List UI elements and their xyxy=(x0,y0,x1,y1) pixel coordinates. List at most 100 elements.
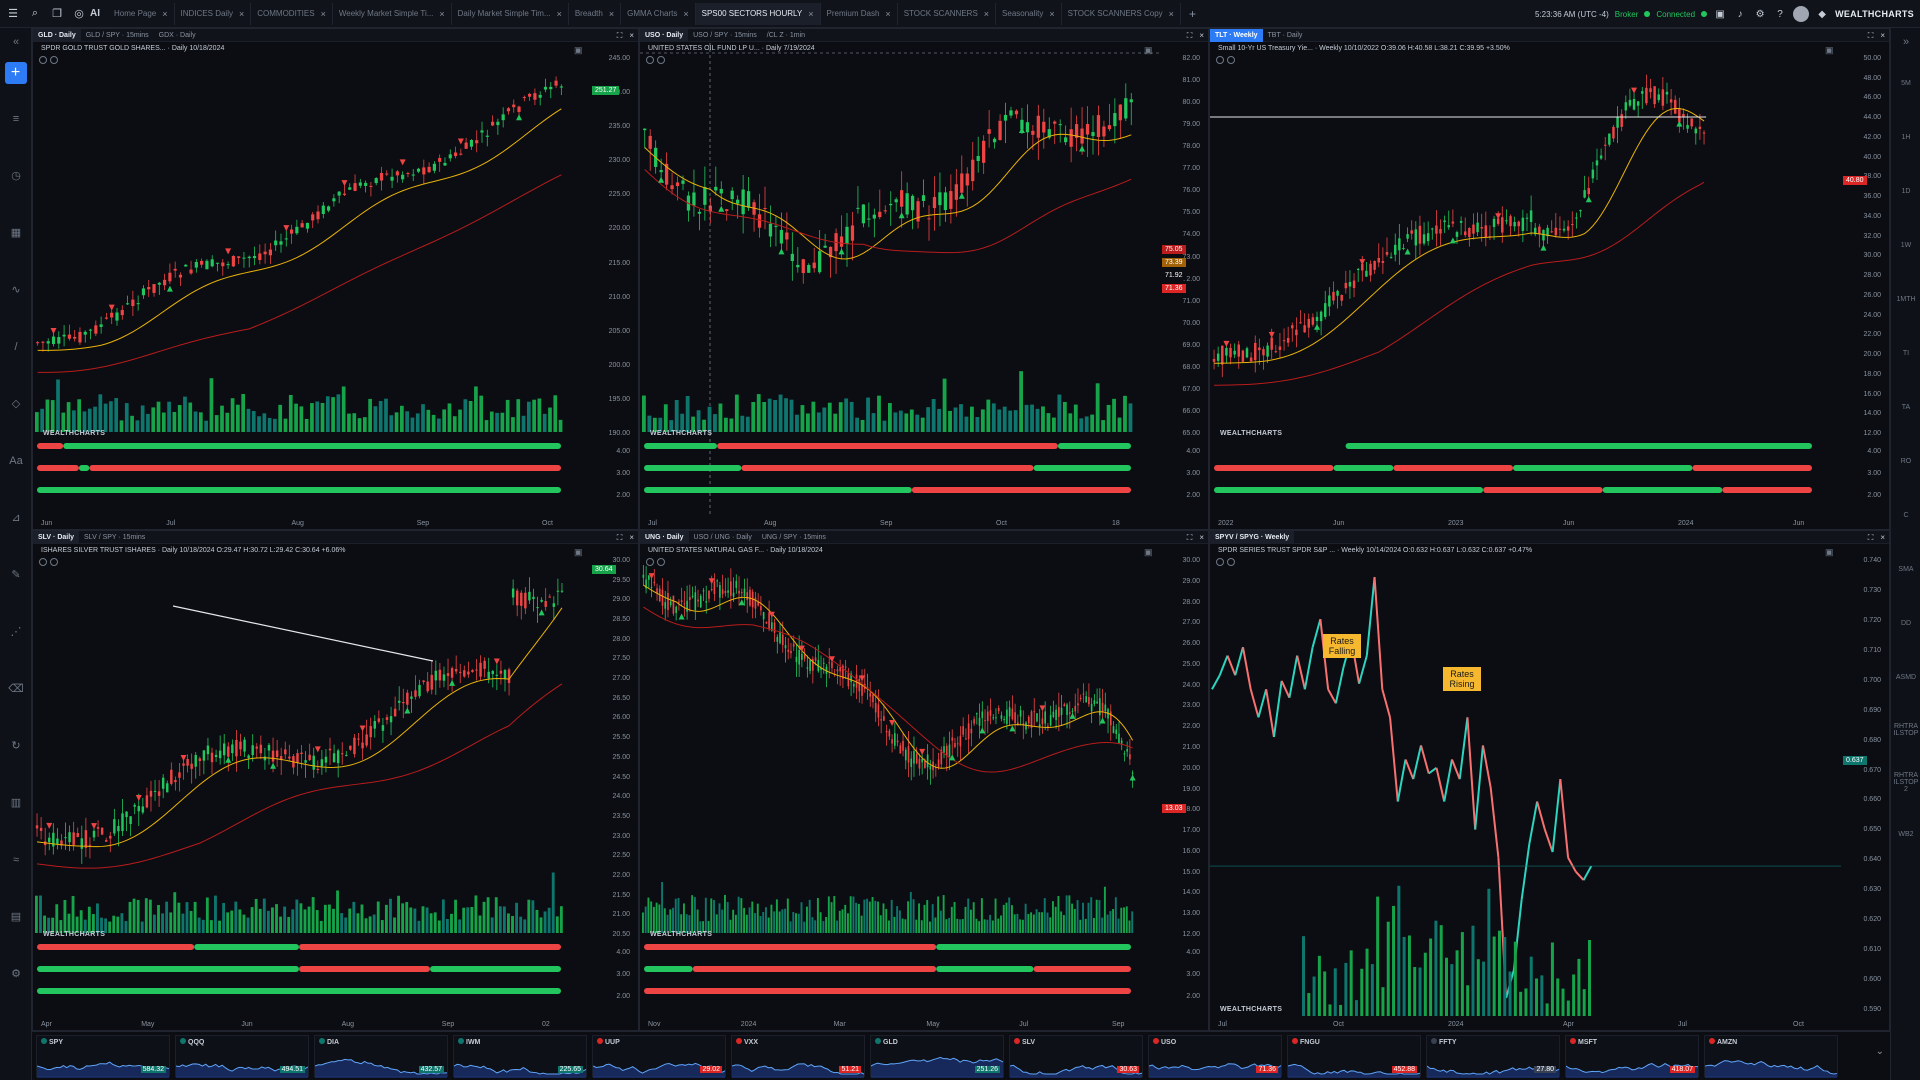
tab-5[interactable]: Breadth × xyxy=(569,2,622,25)
chart-canvas[interactable] xyxy=(1210,531,1890,1031)
watchlist-card-vxx[interactable]: VXX 51.21 xyxy=(731,1035,865,1078)
close-icon[interactable]: × xyxy=(1880,31,1885,40)
right-strip-item[interactable]: WB2 xyxy=(1898,830,1914,838)
axis-settings-icon[interactable]: ▣ xyxy=(1825,547,1834,557)
watchlist-card-dia[interactable]: DIA 432.57 xyxy=(314,1035,448,1078)
bell-icon[interactable]: ♪ xyxy=(1737,8,1743,20)
right-strip-item[interactable]: 1H xyxy=(1901,133,1911,141)
chart-canvas[interactable] xyxy=(1210,29,1890,530)
maximize-icon[interactable]: ⛶ xyxy=(1186,30,1193,40)
axis-settings-icon[interactable]: ▣ xyxy=(574,45,583,55)
right-strip-item[interactable]: RO xyxy=(1900,457,1912,465)
close-icon[interactable]: × xyxy=(1880,533,1885,542)
text-icon[interactable]: Aa xyxy=(9,454,23,467)
tab-1[interactable]: INDICES Daily × xyxy=(175,2,252,25)
bars-icon[interactable]: ≡ xyxy=(12,112,20,125)
panel-tab[interactable]: SPYV / SPYG · Weekly xyxy=(1210,531,1295,544)
chart-canvas[interactable] xyxy=(33,29,639,530)
trend-icon[interactable]: ∿ xyxy=(11,284,21,296)
panel-tab[interactable]: TBT · Daily xyxy=(1267,31,1303,39)
close-icon[interactable]: × xyxy=(629,31,634,40)
watchlist-card-fngu[interactable]: FNGU 452.88 xyxy=(1287,1035,1421,1078)
tab-6[interactable]: GMMA Charts × xyxy=(621,2,696,25)
close-icon[interactable]: × xyxy=(629,533,634,542)
tab-10[interactable]: Seasonality × xyxy=(996,2,1062,25)
chart-panel-spyv[interactable]: SPYV / SPYG · Weekly ⛶ × SPDR SERIES TRUST … xyxy=(1209,530,1890,1031)
shape-icon[interactable]: ◇ xyxy=(11,398,21,410)
maximize-icon[interactable]: ⛶ xyxy=(1867,532,1874,542)
chart-panel-ung[interactable]: UNG · Daily USO / UNG · Daily UNG / SPY · … xyxy=(639,530,1209,1031)
chart-panel-slv[interactable]: SLV · Daily SLV / SPY · 15mins ⛶ × ISHARES S… xyxy=(32,530,639,1031)
axis-settings-icon[interactable]: ▣ xyxy=(1825,45,1834,55)
watchlist-card-spy[interactable]: SPY 584.32 xyxy=(36,1035,170,1078)
tab-4[interactable]: Daily Market Simple Tim... × xyxy=(452,2,569,25)
chart-panel-uso[interactable]: USO · Daily USO / SPY · 15mins/CL Z · 1mi… xyxy=(639,28,1209,530)
close-icon[interactable]: × xyxy=(683,8,689,19)
brush-icon[interactable]: ✎ xyxy=(11,569,21,581)
eye-icon[interactable] xyxy=(1216,56,1224,64)
calendar-icon[interactable]: ▦ xyxy=(10,227,22,239)
chart-canvas[interactable] xyxy=(640,531,1209,1031)
watchlist-card-iwm[interactable]: IWM 225.65 xyxy=(453,1035,587,1078)
tab-11[interactable]: STOCK SCANNERS Copy × xyxy=(1062,2,1181,25)
right-strip-item[interactable]: 5M xyxy=(1901,79,1911,87)
close-icon[interactable]: × xyxy=(1199,533,1204,542)
right-strip-item[interactable]: C xyxy=(1903,511,1909,519)
watchlist-card-gld[interactable]: GLD 251.26 xyxy=(870,1035,1004,1078)
watchlist-card-ffty[interactable]: FFTY 27.80 xyxy=(1426,1035,1560,1078)
close-icon[interactable]: × xyxy=(320,8,326,19)
ruler-icon[interactable]: ⊿ xyxy=(11,512,21,524)
watchlist-card-qqq[interactable]: QQQ 494.51 xyxy=(175,1035,309,1078)
panel-tab[interactable]: /CL Z · 1min xyxy=(766,31,806,39)
panel-tab[interactable]: SLV · Daily xyxy=(33,531,80,544)
search-icon[interactable]: ⌕ xyxy=(31,7,39,19)
chart-panel-tlt[interactable]: TLT · Weekly TBT · Daily ⛶ × Small 10-Yr US … xyxy=(1209,28,1890,530)
maximize-icon[interactable]: ⛶ xyxy=(616,30,623,40)
panel-tab[interactable]: USO · Daily xyxy=(640,29,689,42)
right-strip-item[interactable]: TI xyxy=(1902,349,1910,357)
close-icon[interactable]: × xyxy=(808,8,814,19)
annotation-callout[interactable]: Rates Rising xyxy=(1443,667,1481,691)
gear-icon[interactable]: ⚙ xyxy=(1755,8,1765,20)
add-tab-icon[interactable]: + xyxy=(1188,6,1196,21)
eye-icon[interactable] xyxy=(646,56,654,64)
chevrons-icon[interactable]: « xyxy=(12,36,20,48)
close-icon[interactable]: × xyxy=(608,8,615,19)
save-icon[interactable]: ▣ xyxy=(1715,8,1725,20)
ai-label[interactable]: AI xyxy=(90,8,100,19)
close-icon[interactable]: × xyxy=(238,8,245,19)
eye-icon[interactable] xyxy=(1216,558,1224,566)
close-icon[interactable]: × xyxy=(1199,31,1204,40)
close-icon[interactable]: × xyxy=(1168,8,1174,19)
right-strip-item[interactable]: RHTRA ILSTOP xyxy=(1893,723,1919,737)
watchlist-card-slv[interactable]: SLV 30.63 xyxy=(1009,1035,1143,1078)
tab-7[interactable]: SPS00 SECTORS HOURLY × xyxy=(695,2,821,25)
clock-icon[interactable]: ◷ xyxy=(11,170,21,182)
tab-3[interactable]: Weekly Market Simple Ti... × xyxy=(333,2,452,25)
maximize-icon[interactable]: ⛶ xyxy=(616,532,623,542)
watchlist-card-amzn[interactable]: AMZN xyxy=(1704,1035,1838,1078)
ai-icon[interactable]: ◎ xyxy=(74,8,84,20)
panel-tab[interactable]: USO / SPY · 15mins xyxy=(693,31,757,39)
eye-icon[interactable] xyxy=(39,56,47,64)
refresh-icon[interactable]: ↻ xyxy=(11,740,21,752)
panel-tab[interactable]: GDX · Daily xyxy=(158,31,196,39)
right-strip-item[interactable]: RHTRA ILSTOP 2 xyxy=(1893,771,1919,793)
help-icon[interactable]: ? xyxy=(1777,8,1783,20)
close-icon[interactable]: × xyxy=(1049,8,1055,19)
eye-icon[interactable] xyxy=(657,56,665,64)
chart-icon[interactable]: ▥ xyxy=(10,797,22,809)
axis-settings-icon[interactable]: ▣ xyxy=(1144,45,1153,55)
watchlist-card-uso[interactable]: USO 71.36 xyxy=(1148,1035,1282,1078)
eye-icon[interactable] xyxy=(1227,56,1235,64)
right-strip-item[interactable]: ASMD xyxy=(1895,673,1917,681)
watchlist-card-uup[interactable]: UUP 29.02 xyxy=(592,1035,726,1078)
panel-tab[interactable]: SLV / SPY · 15mins xyxy=(84,533,146,541)
panel-tab[interactable]: UNG / SPY · 15mins xyxy=(761,533,826,541)
close-icon[interactable]: × xyxy=(983,8,990,19)
right-strip-item[interactable]: 1MTH xyxy=(1896,295,1916,303)
eye-icon[interactable] xyxy=(657,558,665,566)
pen-icon[interactable]: / xyxy=(14,340,18,353)
axis-settings-icon[interactable]: ▣ xyxy=(574,547,583,557)
right-strip-item[interactable]: 1D xyxy=(1901,187,1911,195)
